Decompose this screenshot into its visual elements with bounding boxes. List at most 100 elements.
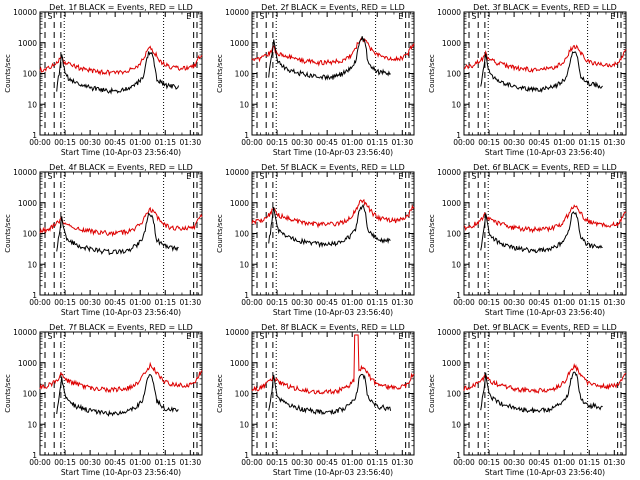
y-axis-label: Counts/sec [216, 54, 224, 93]
x-tick-label: 00:00 [453, 458, 475, 467]
saa-end-letter: E [398, 172, 403, 181]
y-tick-label: 10000 [13, 328, 37, 337]
panel-title: Det. 3f BLACK = Events, RED = LLD [473, 3, 617, 12]
x-tick-label: 00:30 [79, 298, 101, 307]
saa-start-letter: S [48, 332, 53, 341]
panel-det-4f: Det. 4f BLACK = Events, RED = LLD 1 10 100 1… [4, 163, 203, 317]
saa-start-letter: S [260, 332, 265, 341]
y-tick-label: 10 [451, 260, 461, 269]
panel-title: Det. 8f BLACK = Events, RED = LLD [261, 323, 405, 332]
saa-end-letter: E [610, 172, 615, 181]
y-tick-label: 1000 [230, 39, 249, 48]
x-tick-label: 00:00 [29, 138, 51, 147]
x-tick-label: 01:00 [341, 458, 363, 467]
x-tick-label: 00:15 [266, 458, 288, 467]
y-tick-label: 100 [23, 230, 38, 239]
x-tick-label: 00:15 [478, 458, 500, 467]
y-axis-label: Counts/sec [216, 214, 224, 253]
saa-start-letter: S [48, 172, 53, 181]
x-tick-label: 00:15 [54, 138, 76, 147]
y-tick-label: 1000 [442, 199, 461, 208]
y-tick-label: 100 [235, 230, 250, 239]
y-tick-label: 1000 [18, 359, 37, 368]
y-tick-label: 10 [239, 420, 249, 429]
y-tick-label: 10000 [437, 328, 461, 337]
lld-series-line [463, 204, 627, 234]
events-series-line [56, 374, 179, 417]
y-tick-label: 100 [23, 390, 38, 399]
events-series-line [268, 203, 391, 249]
saa-end-letter: E [398, 12, 403, 21]
lld-series-line [39, 45, 203, 77]
y-tick-label: 10 [239, 100, 249, 109]
saa-end-letter: E [186, 332, 191, 341]
x-axis-label: Start Time (10-Apr-03 23:56:40) [273, 148, 393, 157]
x-tick-label: 01:00 [341, 298, 363, 307]
x-tick-label: 00:30 [291, 138, 313, 147]
x-tick-label: 00:30 [503, 138, 525, 147]
events-series-line [480, 371, 603, 414]
panel-title: Det. 9f BLACK = Events, RED = LLD [473, 323, 617, 332]
x-tick-label: 01:30 [391, 138, 413, 147]
panel-title: Det. 7f BLACK = Events, RED = LLD [49, 323, 193, 332]
y-tick-label: 10 [451, 100, 461, 109]
panel-title: Det. 5f BLACK = Events, RED = LLD [261, 163, 405, 172]
x-tick-label: 00:15 [478, 298, 500, 307]
panel-title: Det. 4f BLACK = Events, RED = LLD [49, 163, 193, 172]
x-tick-label: 00:00 [241, 138, 263, 147]
x-tick-label: 00:00 [29, 458, 51, 467]
x-tick-label: 00:45 [528, 458, 550, 467]
events-series-line [480, 51, 603, 93]
y-axis-label: Counts/sec [216, 374, 224, 413]
x-tick-label: 00:15 [478, 138, 500, 147]
x-tick-label: 01:00 [129, 458, 151, 467]
y-tick-label: 1 [32, 451, 37, 460]
y-tick-label: 1 [456, 131, 461, 140]
x-tick-label: 00:45 [528, 138, 550, 147]
y-tick-label: 10 [451, 420, 461, 429]
x-tick-label: 01:30 [179, 458, 201, 467]
x-tick-label: 01:15 [578, 138, 600, 147]
x-tick-label: 01:00 [553, 298, 575, 307]
x-axis-label: Start Time (10-Apr-03 23:56:40) [61, 308, 181, 317]
y-axis-label: Counts/sec [428, 214, 436, 253]
x-tick-label: 01:00 [553, 458, 575, 467]
x-tick-label: 00:00 [29, 298, 51, 307]
y-tick-label: 10000 [437, 8, 461, 17]
x-tick-label: 01:30 [603, 138, 625, 147]
x-tick-label: 01:15 [578, 298, 600, 307]
saa-end-letter: E [398, 332, 403, 341]
y-tick-label: 1 [244, 131, 249, 140]
saa-end-letter: E [610, 12, 615, 21]
x-axis-label: Start Time (10-Apr-03 23:56:40) [485, 468, 605, 477]
y-tick-label: 1 [32, 131, 37, 140]
panel-det-9f: Det. 9f BLACK = Events, RED = LLD 1 10 100 1… [428, 323, 627, 477]
saa-start-letter: S [260, 172, 265, 181]
y-axis-label: Counts/sec [4, 214, 12, 253]
lld-series-line [39, 361, 203, 394]
x-axis-label: Start Time (10-Apr-03 23:56:40) [273, 308, 393, 317]
x-tick-label: 00:15 [54, 298, 76, 307]
x-tick-label: 01:00 [341, 138, 363, 147]
x-tick-label: 00:45 [104, 138, 126, 147]
y-tick-label: 1000 [18, 39, 37, 48]
lld-series-line [463, 44, 627, 74]
y-tick-label: 1 [244, 451, 249, 460]
y-tick-label: 10000 [225, 8, 249, 17]
x-tick-label: 00:45 [528, 298, 550, 307]
y-tick-label: 1 [32, 291, 37, 300]
x-tick-label: 00:45 [316, 298, 338, 307]
events-series-line [56, 212, 179, 256]
saa-start-letter: S [48, 12, 53, 21]
y-axis-label: Counts/sec [428, 374, 436, 413]
x-tick-label: 00:30 [291, 298, 313, 307]
x-tick-label: 00:45 [104, 298, 126, 307]
x-tick-label: 01:00 [129, 298, 151, 307]
y-tick-label: 10000 [437, 168, 461, 177]
panel-det-2f: Det. 2f BLACK = Events, RED = LLD 1 10 100 1… [216, 3, 415, 157]
y-tick-label: 10000 [225, 168, 249, 177]
x-tick-label: 01:15 [366, 458, 388, 467]
x-tick-label: 00:30 [291, 458, 313, 467]
y-tick-label: 10 [27, 420, 37, 429]
x-tick-label: 00:15 [54, 458, 76, 467]
